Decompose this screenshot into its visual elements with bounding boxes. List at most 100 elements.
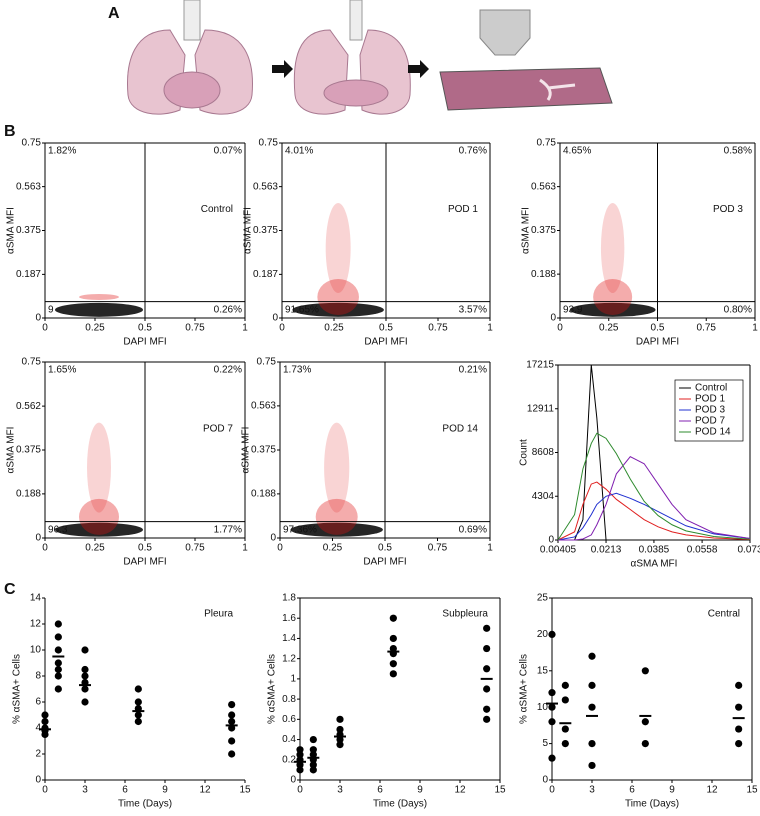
dot (81, 685, 89, 693)
panel-title: Pleura (204, 609, 233, 620)
quadrant-label: 4.65% (563, 146, 591, 157)
quadrant-label: 0.58% (724, 146, 752, 157)
dot (81, 698, 89, 706)
dot (81, 646, 89, 654)
x-tick-label: 0.75 (185, 323, 205, 334)
dot (54, 659, 62, 667)
dot (483, 665, 491, 673)
x-tick-label: 0.5 (378, 543, 392, 554)
chart: 0 0.25 0.5 0.75 1 0 0.187 0.375 0.563 0.75 DAPI MF… (6, 138, 249, 348)
panel-title: POD 14 (442, 424, 478, 435)
y-axis-label: Count (519, 439, 530, 466)
x-tick-label: 9 (417, 785, 423, 796)
cloud (290, 522, 383, 537)
x-tick-label: 15 (239, 785, 251, 796)
dot (336, 741, 344, 749)
y-tick-label: 1.4 (282, 633, 296, 644)
dot (561, 696, 569, 704)
dot (134, 711, 142, 719)
x-axis-label: DAPI MFI (636, 337, 679, 348)
chart: 0 0.25 0.5 0.75 1 0 0.188 0.375 0.563 0.75 DAPI MF… (241, 357, 494, 568)
x-tick-label: 0 (277, 543, 283, 554)
chart: 0 3 6 9 12 15 0 2 4 6 8 10 12 14 Time (Days) % αSMA+ Ce… (12, 593, 251, 810)
legend-label: POD 3 (695, 405, 725, 416)
y-tick-label: 0.375 (16, 225, 41, 236)
dot (54, 672, 62, 680)
y-tick-label: 0.188 (16, 489, 41, 500)
legend-label: Control (695, 383, 727, 394)
x-tick-label: 3 (589, 785, 595, 796)
line (558, 456, 751, 541)
panel-title: Control (201, 204, 233, 215)
cloud (569, 302, 656, 317)
quadrant-label: 1.77% (214, 525, 242, 536)
quadrant-label: 0.80% (724, 305, 752, 316)
x-tick-label: 12 (706, 785, 718, 796)
chart: 0 3 6 9 12 15 0 0.2 0.4 0.6 0.8 1 1.2 1.4 1.6 1.8 Time (… (267, 593, 506, 810)
dot (336, 715, 344, 723)
dot (389, 634, 397, 643)
x-tick-label: 0.073 (737, 545, 760, 556)
quadrant-label: 0.07% (214, 146, 242, 157)
x-tick-label: 0.5 (138, 323, 152, 334)
dot (296, 746, 304, 754)
quadrant-label: 3.57% (459, 305, 487, 316)
dot (41, 717, 49, 726)
y-axis-label: % αSMA+ Cells (267, 654, 278, 724)
x-tick-label: 0.0558 (687, 545, 718, 556)
y-tick-label: 0.563 (16, 181, 41, 192)
cloud (79, 294, 119, 300)
y-tick-label: 15 (537, 665, 549, 676)
dot (548, 703, 556, 711)
dot (735, 703, 743, 711)
x-tick-label: 1 (752, 323, 758, 334)
cloud (593, 279, 633, 315)
panel-title: POD 3 (713, 204, 743, 215)
dot (735, 681, 743, 689)
quadrant-label: 0.21% (459, 365, 487, 376)
x-axis-label: Time (Days) (625, 799, 679, 810)
x-tick-label: 0.0385 (639, 545, 670, 556)
cloud (600, 203, 625, 293)
y-axis-label: αSMA MFI (241, 427, 252, 474)
y-tick-label: 0.375 (251, 445, 276, 456)
y-tick-label: 1.8 (282, 593, 296, 604)
dot (389, 614, 397, 622)
dot (641, 740, 649, 748)
y-tick-label: 2 (35, 749, 41, 760)
x-tick-label: 0 (549, 785, 555, 796)
x-tick-label: 0.25 (599, 323, 619, 334)
dot (228, 717, 236, 726)
x-tick-label: 1 (242, 323, 248, 334)
panel-title: Central (708, 609, 740, 620)
line (558, 364, 750, 541)
dot (641, 718, 649, 726)
line (557, 481, 751, 541)
quadrant-label: 0.69% (459, 525, 487, 536)
y-tick-label: 20 (537, 629, 549, 640)
y-axis-label: % αSMA+ Cells (12, 654, 23, 724)
x-tick-label: 1 (487, 323, 493, 334)
y-tick-label: 10 (30, 645, 42, 656)
dot (548, 754, 556, 762)
y-tick-label: 0.188 (251, 489, 276, 500)
dot (389, 660, 397, 668)
dot (309, 751, 317, 759)
quadrant-label: 96.3 (48, 525, 68, 536)
quadrant-label: 0.26% (214, 305, 242, 316)
y-tick-label: 0.75 (259, 138, 279, 149)
cloud (55, 302, 143, 317)
x-tick-label: 0.25 (324, 323, 344, 334)
y-tick-label: 0.563 (531, 181, 556, 192)
dot (588, 761, 596, 770)
dot (561, 725, 569, 733)
x-tick-label: 15 (746, 785, 758, 796)
dot (54, 685, 62, 693)
y-tick-label: 14 (30, 593, 42, 604)
y-tick-label: 0 (35, 533, 41, 544)
dot (641, 667, 649, 675)
x-tick-label: 0 (557, 323, 563, 334)
y-tick-label: 8608 (532, 447, 555, 458)
y-tick-label: 0.187 (253, 269, 278, 280)
